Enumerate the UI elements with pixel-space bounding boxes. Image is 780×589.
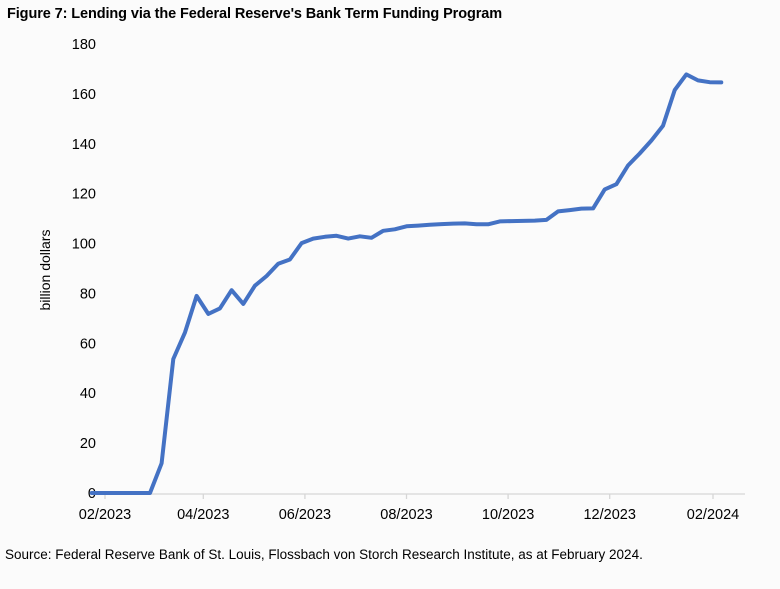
y-axis-tick-label: 100 xyxy=(72,237,96,253)
y-axis-tick-label: 140 xyxy=(72,137,96,153)
y-axis-tick-label: 40 xyxy=(80,386,96,402)
x-axis-tick-label: 10/2023 xyxy=(482,507,534,523)
x-axis-tick-label: 08/2023 xyxy=(380,507,432,523)
y-axis-tick-label: 60 xyxy=(80,336,96,352)
chart-title: Figure 7: Lending via the Federal Reserv… xyxy=(7,6,503,22)
x-axis-tick-label: 12/2023 xyxy=(583,507,635,523)
y-axis-tick-label: 160 xyxy=(72,87,96,103)
x-axis-tick-label: 02/2024 xyxy=(687,507,739,523)
y-axis-tick-label: 180 xyxy=(72,37,96,53)
btfp-lending-line xyxy=(89,72,724,495)
x-axis-tick-label: 06/2023 xyxy=(279,507,331,523)
x-axis-tick-label: 02/2023 xyxy=(79,507,131,523)
y-axis-title: billion dollars xyxy=(37,229,53,311)
y-axis-tick-label: 120 xyxy=(72,187,96,203)
y-axis-tick-label: 20 xyxy=(80,436,96,452)
x-axis-tick-label: 04/2023 xyxy=(177,507,229,523)
y-axis-tick-label: 80 xyxy=(80,286,96,302)
source-note: Source: Federal Reserve Bank of St. Loui… xyxy=(5,547,643,562)
